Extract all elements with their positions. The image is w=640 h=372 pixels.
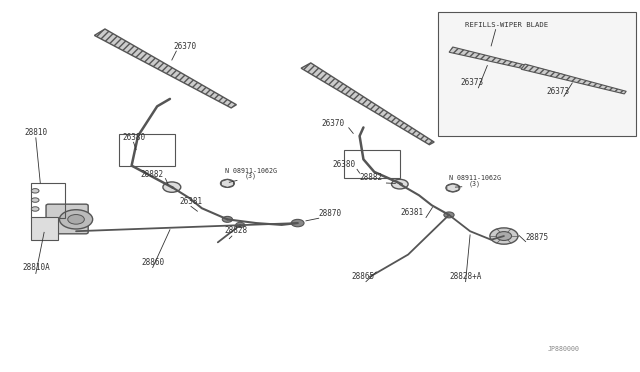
Text: 28882: 28882: [140, 170, 164, 179]
Text: 28870: 28870: [319, 209, 342, 218]
Circle shape: [60, 210, 93, 229]
Text: N 08911-1062G: N 08911-1062G: [225, 168, 277, 174]
Polygon shape: [521, 64, 626, 94]
Bar: [31, 217, 58, 240]
Circle shape: [236, 222, 244, 228]
Bar: [119, 134, 175, 166]
Text: 26373: 26373: [460, 78, 484, 87]
Text: 28810A: 28810A: [22, 263, 50, 273]
Text: (3): (3): [468, 180, 481, 187]
Circle shape: [68, 215, 84, 224]
Text: 26370: 26370: [321, 119, 344, 128]
Circle shape: [31, 207, 39, 211]
Bar: [438, 12, 636, 136]
FancyBboxPatch shape: [46, 204, 88, 234]
Text: REFILLS-WIPER BLADE: REFILLS-WIPER BLADE: [465, 22, 548, 28]
Circle shape: [490, 228, 518, 244]
Circle shape: [222, 217, 232, 222]
Text: 28865: 28865: [352, 272, 375, 281]
Circle shape: [444, 212, 454, 218]
Circle shape: [291, 219, 304, 227]
Circle shape: [496, 232, 511, 240]
Text: 28882: 28882: [360, 173, 383, 182]
Text: N 08911-1062G: N 08911-1062G: [449, 176, 500, 182]
Text: 26380: 26380: [122, 133, 145, 142]
Text: 28828: 28828: [224, 227, 247, 235]
Text: JP880000: JP880000: [548, 346, 580, 352]
Circle shape: [31, 189, 39, 193]
Text: 26381: 26381: [179, 197, 203, 206]
Text: 26381: 26381: [401, 208, 424, 217]
Circle shape: [392, 179, 408, 189]
Polygon shape: [94, 29, 236, 108]
Text: 28875: 28875: [525, 233, 548, 242]
Circle shape: [446, 184, 460, 192]
Polygon shape: [301, 63, 434, 145]
Circle shape: [31, 198, 39, 202]
Circle shape: [163, 182, 180, 192]
Polygon shape: [449, 47, 563, 77]
Bar: [31, 183, 65, 218]
Text: (3): (3): [245, 173, 257, 179]
Text: 28860: 28860: [141, 257, 164, 267]
Text: 26370: 26370: [173, 42, 196, 51]
Bar: [344, 150, 401, 178]
Text: 28810: 28810: [24, 128, 47, 137]
Circle shape: [220, 179, 234, 187]
Text: 26380: 26380: [332, 160, 355, 169]
Text: 26373: 26373: [546, 87, 569, 96]
Text: 28828+A: 28828+A: [449, 272, 482, 281]
